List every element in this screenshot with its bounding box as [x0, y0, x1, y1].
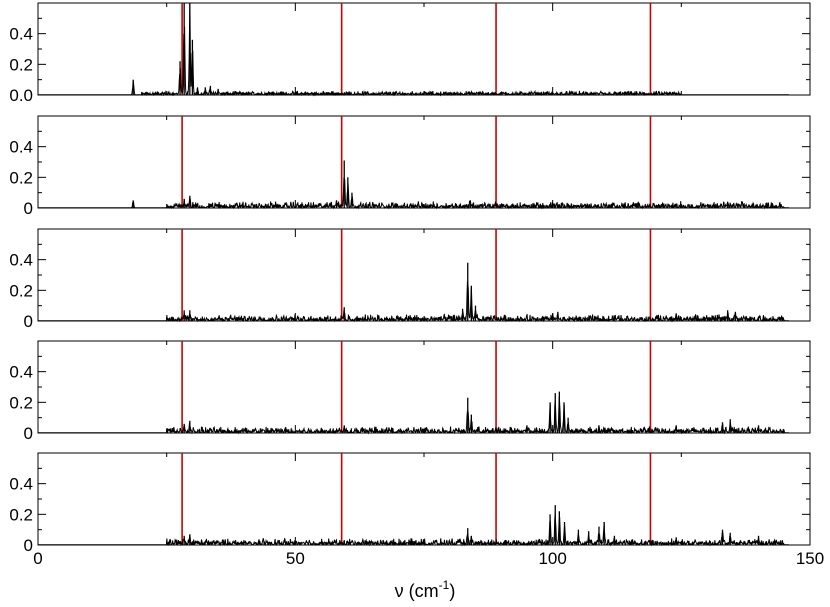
x-tick-label: 150 [796, 549, 824, 568]
y-tick-label: 0.4 [9, 251, 33, 270]
y-tick-label: 0.2 [9, 281, 33, 300]
y-tick-label: 0.2 [9, 55, 33, 74]
y-tick-label: 0.2 [9, 505, 33, 524]
y-tick-label: 0.4 [9, 138, 33, 157]
x-tick-label: 50 [286, 549, 305, 568]
panel-frame [37, 115, 811, 209]
spectrum-series [38, 4, 789, 97]
panel-frame [37, 452, 811, 546]
panel-3: 0 0.2 0.4 [9, 228, 811, 331]
spectrum-series [38, 396, 789, 435]
spectrum-series [38, 281, 789, 323]
x-axis-title-base: ν (cm [395, 581, 439, 601]
spectrum-series [38, 513, 789, 547]
x-axis-title-close: ) [449, 581, 455, 601]
y-tick-label: 0.2 [9, 168, 33, 187]
panel-5: 0 0.2 0.4 0 50 100 150 [9, 452, 824, 568]
y-tick-label: 0.4 [9, 363, 33, 382]
y-tick-label: 0 [24, 312, 33, 331]
panel-1: 0.0 0.2 0.4 [9, 2, 811, 105]
panels-layer: 0.0 0.2 0.4 0 0.2 0.4 0 0.2 0.4 0 0.2 0.4 0 0.2 0.4 0 50… [9, 2, 824, 568]
panel-frame [37, 340, 811, 434]
x-tick-label: 100 [538, 549, 566, 568]
y-tick-label: 0.0 [9, 86, 33, 105]
spectrum-series [38, 177, 789, 210]
y-tick-label: 0.4 [9, 25, 33, 44]
panel-frame [37, 228, 811, 322]
y-tick-label: 0.4 [9, 475, 33, 494]
y-tick-label: 0 [24, 424, 33, 443]
x-tick-label: 0 [33, 549, 42, 568]
y-tick-label: 0.2 [9, 393, 33, 412]
x-axis-title-sup: -1 [439, 578, 450, 592]
panel-2: 0 0.2 0.4 [9, 115, 811, 218]
panel-4: 0 0.2 0.4 [9, 340, 811, 443]
panel-frame [37, 2, 811, 96]
y-tick-label: 0 [24, 536, 33, 555]
y-tick-label: 0 [24, 199, 33, 218]
x-axis-title: ν (cm-1) [395, 578, 456, 601]
